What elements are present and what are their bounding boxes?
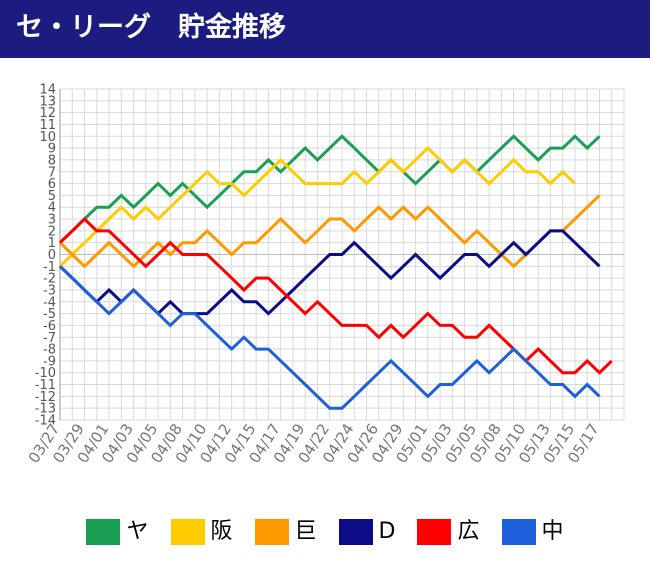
series-lines: [58, 134, 613, 410]
y-tick-label: 6: [48, 177, 56, 192]
chart-title: セ・リーグ 貯金推移: [16, 12, 286, 43]
legend-item: D: [338, 519, 396, 545]
y-tick-label: 3: [48, 213, 56, 228]
legend-label: 広: [457, 519, 480, 544]
y-tick-label: -2: [43, 272, 56, 287]
y-tick-label: -7: [43, 331, 56, 346]
legend-label: D: [378, 519, 396, 544]
y-tick-label: 5: [48, 189, 56, 204]
legend-swatch: [417, 519, 452, 545]
legend-item: 阪: [170, 519, 233, 545]
legend-label: 巨: [294, 519, 317, 544]
series-line-1: [58, 146, 577, 268]
y-tick-label: 7: [48, 165, 56, 180]
y-tick-label: -13: [35, 402, 56, 417]
y-tick-label: 8: [48, 153, 56, 168]
y-tick-label: 13: [39, 94, 56, 109]
line-chart: 14131211109876543210-1-2-3-4-5-6-7-8-9-1…: [25, 83, 625, 466]
series-line-2: [58, 194, 601, 269]
y-tick-label: -14: [35, 414, 56, 429]
axes: 14131211109876543210-1-2-3-4-5-6-7-8-9-1…: [25, 83, 624, 466]
legend-swatch: [170, 519, 205, 545]
series-line-5: [58, 265, 601, 410]
y-tick-label: 0: [48, 248, 56, 263]
y-tick-label: 10: [39, 130, 56, 145]
y-tick-label: 14: [39, 83, 56, 98]
legend-item: ヤ: [86, 519, 149, 545]
legend-item: 巨: [254, 519, 317, 545]
y-tick-label: -9: [43, 354, 56, 369]
y-tick-label: -10: [35, 366, 56, 381]
legend-swatch: [501, 519, 536, 545]
y-tick-label: 11: [39, 118, 56, 133]
y-tick-label: -12: [35, 390, 56, 405]
legend-item: 広: [417, 519, 480, 545]
legend-swatch: [86, 519, 121, 545]
legend-label: 阪: [210, 519, 233, 544]
y-tick-label: -6: [43, 319, 56, 334]
legend-label: ヤ: [126, 519, 149, 544]
series-line-4: [58, 216, 613, 375]
y-tick-label: 1: [48, 236, 56, 251]
y-tick-label: -11: [35, 378, 56, 393]
y-tick-label: -8: [43, 343, 56, 358]
y-tick-label: -1: [43, 260, 56, 275]
legend-label: 中: [541, 519, 564, 544]
y-tick-label: -3: [43, 283, 56, 298]
y-tick-label: 2: [48, 224, 56, 239]
legend-swatch: [338, 519, 373, 545]
y-tick-label: -4: [43, 295, 56, 310]
y-tick-label: 9: [48, 142, 56, 157]
y-tick-label: 4: [48, 201, 56, 216]
legend-item: 中: [501, 519, 564, 545]
series-line-0: [58, 134, 601, 244]
legend-swatch: [254, 519, 289, 545]
y-tick-label: 12: [39, 106, 56, 121]
y-tick-label: -5: [43, 307, 56, 322]
header-bar: セ・リーグ 貯金推移: [0, 0, 650, 58]
